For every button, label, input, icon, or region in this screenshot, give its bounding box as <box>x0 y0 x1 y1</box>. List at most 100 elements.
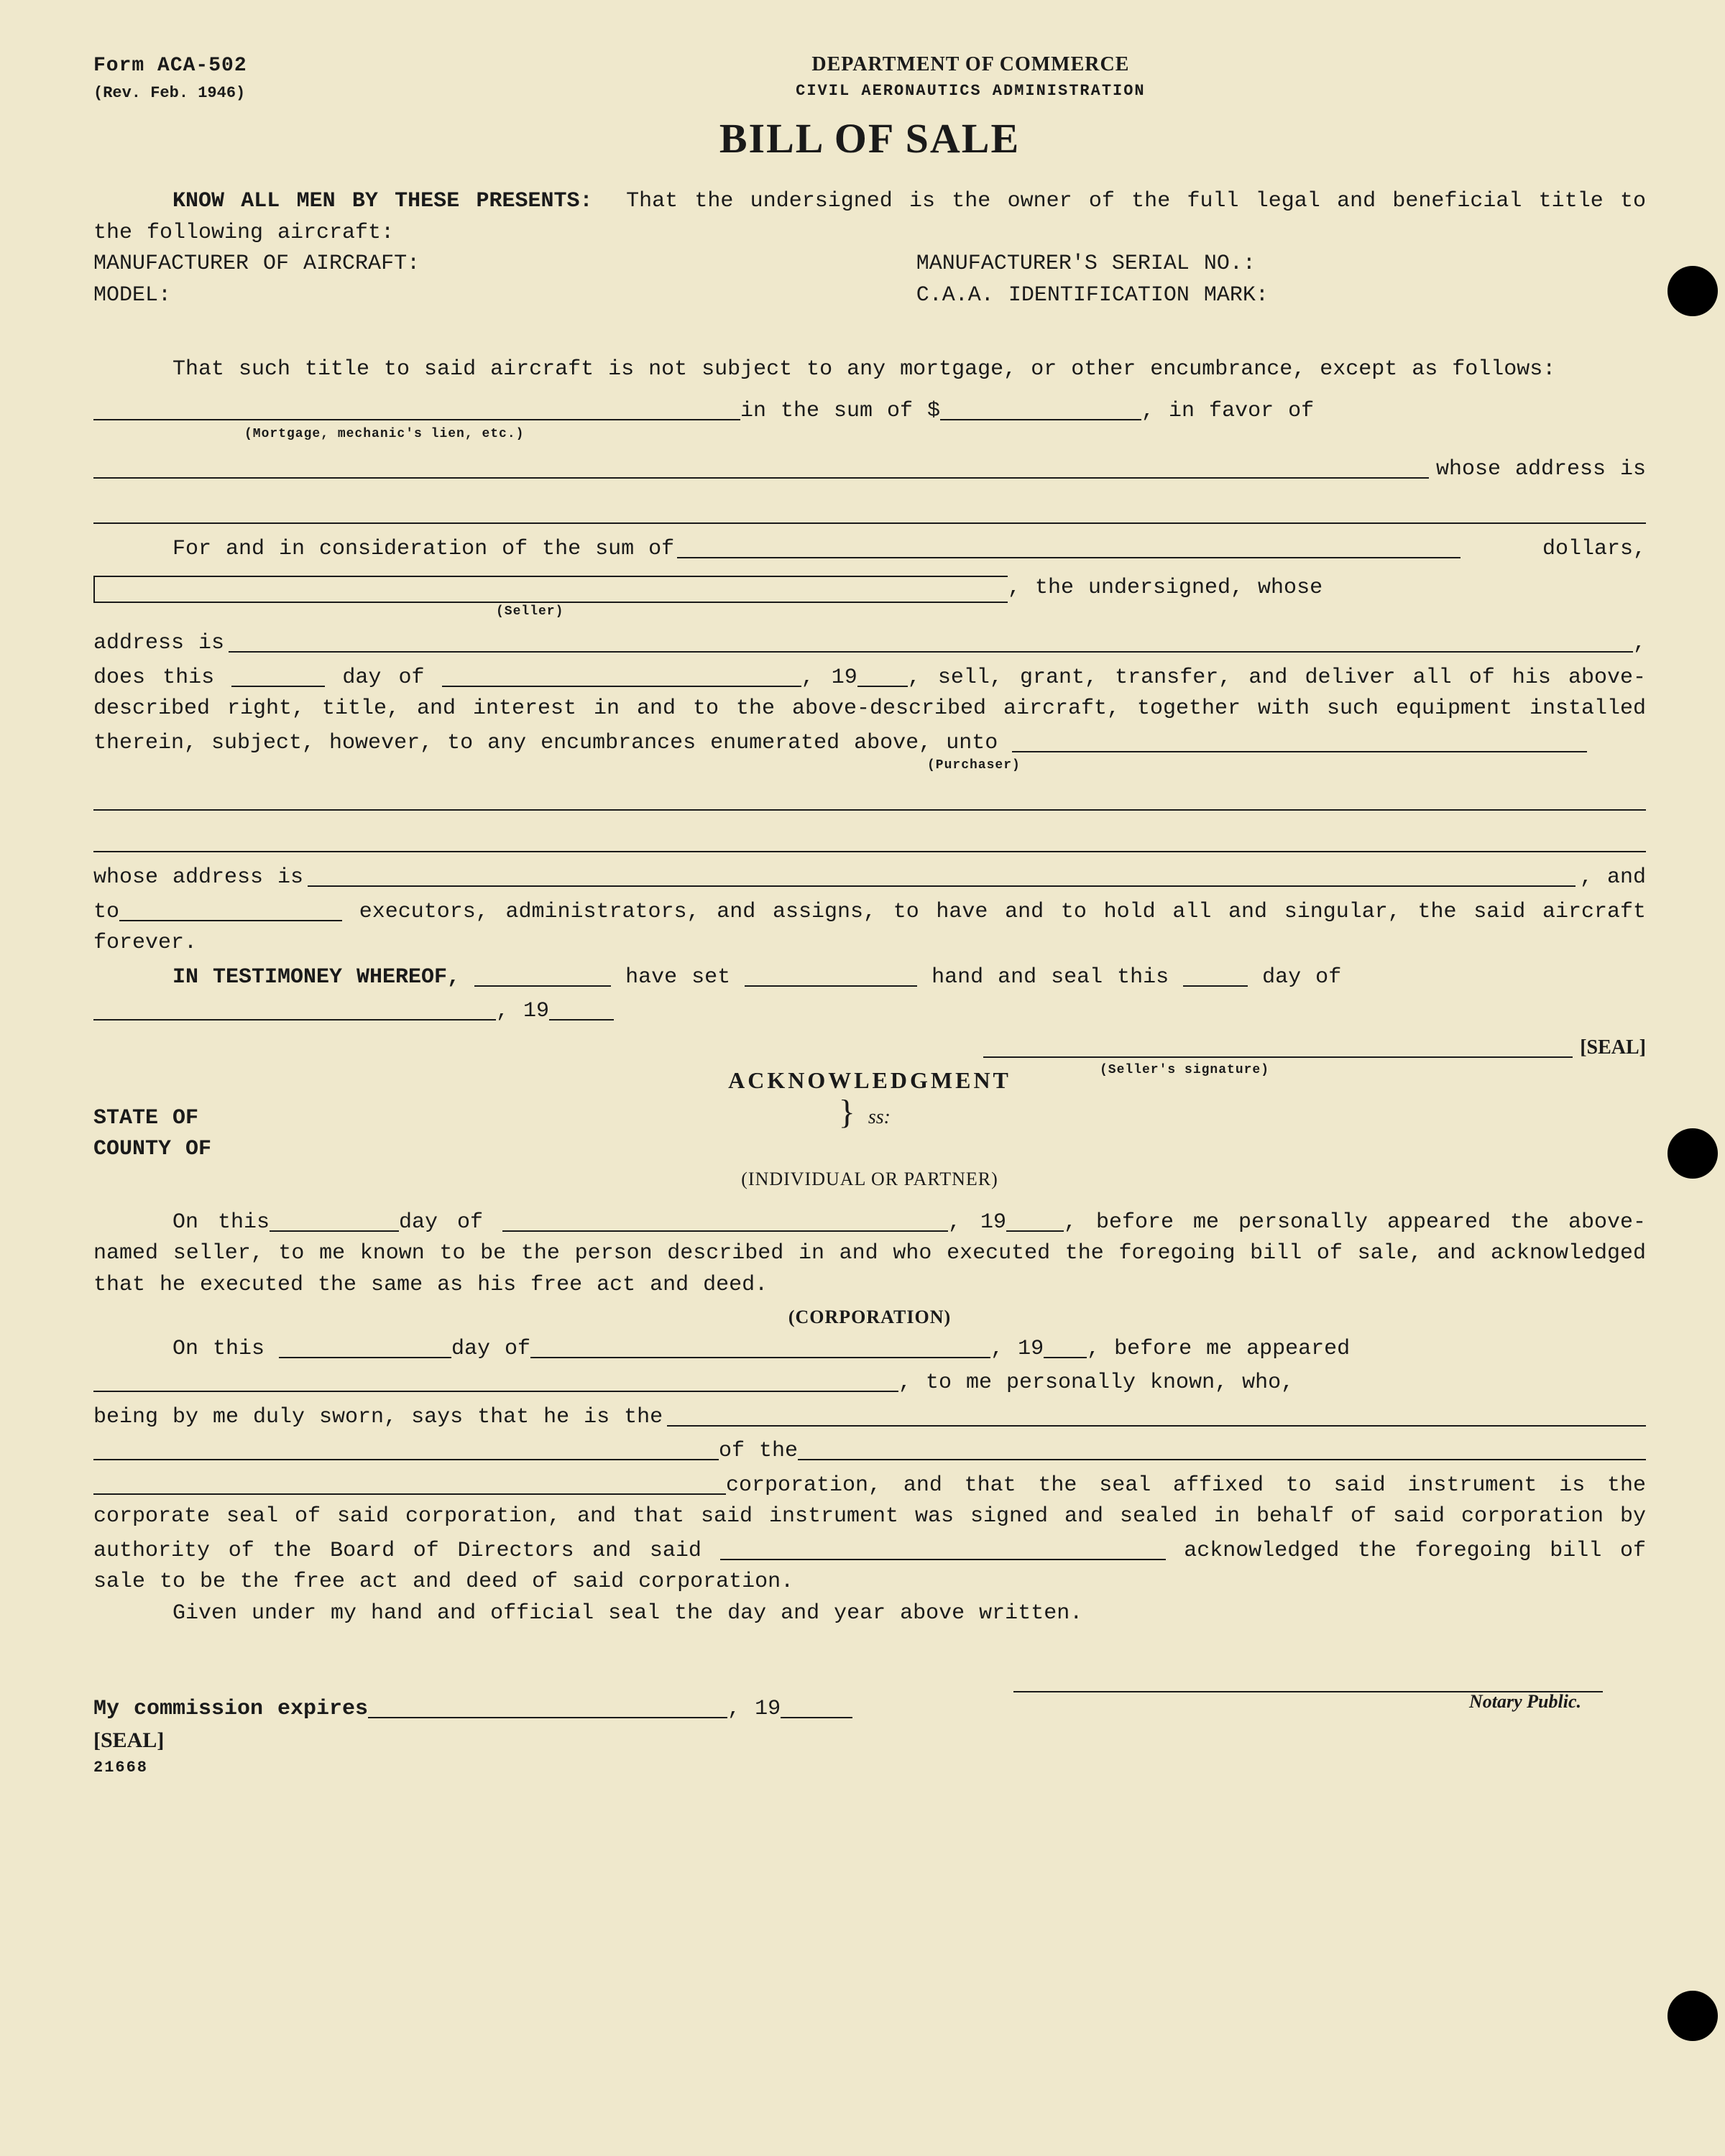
commission-year-prefix: , 19 <box>727 1694 781 1726</box>
day-blank[interactable] <box>231 664 325 687</box>
corp-title-blank-2[interactable] <box>93 1437 719 1460</box>
punch-hole-top <box>1668 266 1718 316</box>
corp-of-the: of the <box>719 1436 798 1468</box>
whose-address: whose address is <box>93 862 303 894</box>
undersigned-text: , the undersigned, whose <box>1008 573 1322 604</box>
testimony-year-prefix: , 19 <box>496 996 549 1028</box>
form-revision: (Rev. Feb. 1946) <box>93 82 606 105</box>
purchaser-address-blank[interactable] <box>308 864 1576 887</box>
consideration-line1: For and in consideration of the sum of d… <box>93 531 1646 566</box>
consideration-sum-blank[interactable] <box>677 535 1460 558</box>
ind-month-blank[interactable] <box>502 1209 948 1232</box>
state-of: STATE OF <box>93 1103 839 1135</box>
mortgage-hint: (Mortgage, mechanic's lien, etc.) <box>93 425 1646 443</box>
corp-known: , to me personally known, who, <box>898 1368 1294 1399</box>
ind-year-prefix: , 19 <box>948 1210 1006 1235</box>
corp-name-blank[interactable] <box>93 1369 898 1392</box>
testimony-line: IN TESTIMONEY WHEREOF, have set hand and… <box>93 959 1646 994</box>
corp-name-blank-2[interactable] <box>798 1437 1646 1460</box>
corp-text-paragraph: corporation, and that the seal affixed t… <box>93 1468 1646 1598</box>
does-this: does this <box>93 665 231 690</box>
commission-year-blank[interactable] <box>781 1695 852 1718</box>
corp-year-blank[interactable] <box>1044 1335 1087 1358</box>
consideration-line2: , the undersigned, whose <box>93 566 1646 604</box>
address-is-line: address is , <box>93 625 1646 660</box>
seller-blank[interactable] <box>93 576 1008 603</box>
corp-month-blank[interactable] <box>530 1335 990 1358</box>
purchaser-rule-1[interactable] <box>93 789 1646 811</box>
year-blank[interactable] <box>857 664 908 687</box>
purchaser-blank[interactable] <box>1012 729 1587 752</box>
and-text: , and <box>1580 862 1646 894</box>
address-is-text: address is <box>93 628 224 660</box>
ind-year-blank[interactable] <box>1006 1209 1064 1232</box>
testimony-year-blank[interactable] <box>549 998 614 1021</box>
corp-year-prefix: , 19 <box>990 1337 1044 1361</box>
corp-blank-3[interactable] <box>93 1472 726 1495</box>
corp-dir-blank[interactable] <box>720 1537 1166 1560</box>
state-county-row: STATE OF COUNTY OF } ss: <box>93 1097 1646 1166</box>
form-number-prefix: Form <box>93 55 157 77</box>
seller-sig-row: [SEAL] <box>93 1031 1646 1063</box>
corp-before: , before me appeared <box>1087 1337 1350 1361</box>
seller-hint: (Seller) <box>93 602 1646 621</box>
commission-text: My commission expires <box>93 1694 368 1726</box>
consideration-b: dollars, <box>1463 534 1646 566</box>
corp-day-blank[interactable] <box>279 1335 451 1358</box>
hand-seal: hand and seal this <box>917 965 1183 990</box>
encumbrance-intro: That such title to said aircraft is not … <box>93 354 1646 386</box>
manufacturer-label: MANUFACTURER OF AIRCRAFT: <box>93 249 916 280</box>
seal-1: [SEAL] <box>1573 1033 1646 1063</box>
individual-paragraph: On thisday of , 19, before me personally… <box>93 1204 1646 1302</box>
encumbrance-line1: in the sum of $ , in favor of <box>93 393 1646 428</box>
testimony-blank-2[interactable] <box>745 964 917 987</box>
sum-prefix: in the sum of $ <box>740 396 940 428</box>
corp-sworn-line: being by me duly sworn, says that he is … <box>93 1399 1646 1434</box>
given-line: Given under my hand and official seal th… <box>93 1598 1646 1630</box>
commission-line: My commission expires , 19 <box>93 1691 1646 1726</box>
header-row: Form ACA-502 (Rev. Feb. 1946) DEPARTMENT… <box>93 50 1646 104</box>
ind-day-of: day of <box>399 1210 502 1235</box>
corp-known-line: , to me personally known, who, <box>93 1365 1646 1399</box>
sum-blank[interactable] <box>940 397 1141 420</box>
testimony-lead: IN TESTIMONEY WHEREOF, <box>172 965 474 990</box>
model-label: MODEL: <box>93 280 916 312</box>
form-number: ACA-502 <box>157 55 247 77</box>
executors-paragraph: to executors, administrators, and assign… <box>93 894 1646 959</box>
month-blank[interactable] <box>442 664 801 687</box>
testimony-day-of: day of <box>1248 965 1341 990</box>
testimony-month-blank[interactable] <box>93 998 496 1021</box>
aircraft-fields-row2: MODEL: C.A.A. IDENTIFICATION MARK: <box>93 280 1646 312</box>
seller-sig-blank[interactable] <box>983 1035 1573 1058</box>
ind-day-blank[interactable] <box>270 1209 399 1232</box>
aircraft-fields-row1: MANUFACTURER OF AIRCRAFT: MANUFACTURER'S… <box>93 249 1646 280</box>
corp-sworn: being by me duly sworn, says that he is … <box>93 1402 663 1434</box>
corp-on-this: On this <box>172 1337 279 1361</box>
seller-address-blank[interactable] <box>229 630 1633 653</box>
mortgage-blank[interactable] <box>93 397 740 420</box>
punch-hole-middle <box>1668 1128 1718 1179</box>
purchaser-rule-2[interactable] <box>93 831 1646 852</box>
intro-paragraph: KNOW ALL MEN BY THESE PRESENTS: That the… <box>93 186 1646 249</box>
favoree-blank[interactable] <box>93 456 1429 479</box>
document-title: BILL OF SALE <box>93 109 1646 169</box>
corporation-heading: (CORPORATION) <box>93 1304 1646 1331</box>
testimony-day-blank[interactable] <box>1183 964 1248 987</box>
serial-label: MANUFACTURER'S SERIAL NO.: <box>916 249 1256 280</box>
seal-2: [SEAL] <box>93 1725 1646 1756</box>
day-of-1: day of <box>325 665 441 690</box>
county-of: COUNTY OF <box>93 1134 839 1166</box>
transfer-paragraph: does this day of , 19, sell, grant, tran… <box>93 660 1646 760</box>
subdepartment: CIVIL AERONAUTICS ADMINISTRATION <box>606 80 1335 103</box>
whose-address-text: whose address is <box>1429 454 1646 486</box>
testimony-blank-1[interactable] <box>474 964 611 987</box>
document-page: Form ACA-502 (Rev. Feb. 1946) DEPARTMENT… <box>0 0 1725 1823</box>
encumbrance-line2: whose address is <box>93 451 1646 486</box>
address-rule[interactable] <box>93 502 1646 524</box>
corp-line1: On this day of, 19, before me appeared <box>93 1331 1646 1365</box>
notary-sig-blank[interactable] <box>1013 1669 1603 1692</box>
corp-title-blank[interactable] <box>667 1404 1646 1427</box>
to-blank[interactable] <box>119 898 342 921</box>
commission-blank[interactable] <box>368 1695 727 1718</box>
ss-text: ss: <box>868 1106 891 1128</box>
